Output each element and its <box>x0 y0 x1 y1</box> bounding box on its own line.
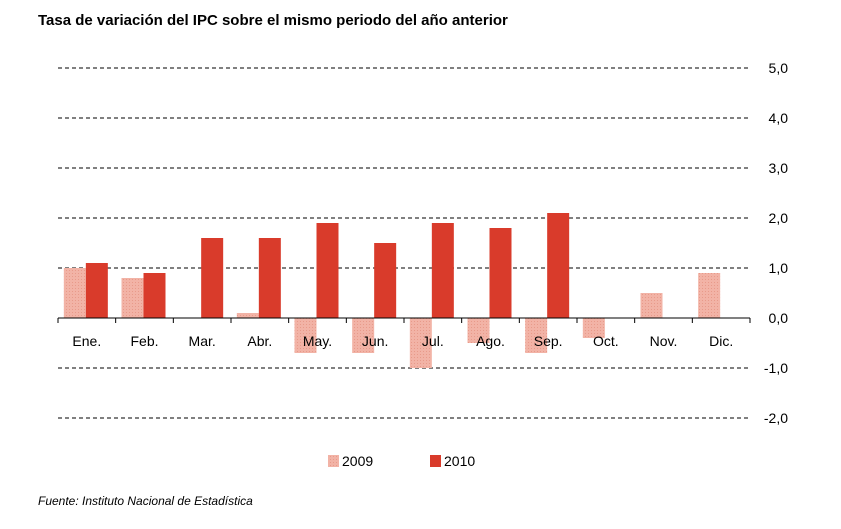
bar-2009-1 <box>121 278 144 318</box>
x-category-label: Nov. <box>650 333 678 349</box>
x-category-label: Jun. <box>362 333 388 349</box>
bar-2009-3 <box>236 313 259 318</box>
bar-2009-8 <box>525 318 548 353</box>
bar-2010-2 <box>201 238 224 318</box>
legend-label-2009: 2009 <box>342 453 373 469</box>
x-category-label: Abr. <box>247 333 272 349</box>
legend-swatch-2010 <box>430 455 441 467</box>
bar-2009-10 <box>640 293 663 318</box>
bar-2009-11 <box>698 273 721 318</box>
y-tick-label: 2,0 <box>769 210 789 226</box>
y-tick-label: 1,0 <box>769 260 789 276</box>
legend-label-2010: 2010 <box>444 453 475 469</box>
x-category-label: Sep. <box>534 333 563 349</box>
y-tick-label: -1,0 <box>764 360 788 376</box>
x-category-label: Feb. <box>130 333 158 349</box>
bar-2010-0 <box>85 263 108 318</box>
x-category-label: Jul. <box>422 333 444 349</box>
bar-2009-0 <box>63 268 86 318</box>
source-note: Fuente: Instituto Nacional de Estadístic… <box>38 494 253 508</box>
bar-2010-4 <box>316 223 339 318</box>
chart-title: Tasa de variación del IPC sobre el mismo… <box>38 12 508 29</box>
bar-2009-9 <box>582 318 605 338</box>
bar-2010-3 <box>258 238 281 318</box>
y-tick-label: 3,0 <box>769 160 789 176</box>
x-category-label: Mar. <box>189 333 216 349</box>
legend-swatch-2009 <box>328 455 339 467</box>
x-category-label: Dic. <box>709 333 733 349</box>
bar-2010-6 <box>431 223 454 318</box>
bar-2009-7 <box>467 318 490 343</box>
y-tick-label: 4,0 <box>769 110 789 126</box>
y-tick-label: 0,0 <box>769 310 789 326</box>
bar-2009-6 <box>409 318 432 368</box>
x-category-label: Ene. <box>72 333 101 349</box>
bar-2010-8 <box>547 213 570 318</box>
bar-2010-1 <box>143 273 166 318</box>
y-tick-label: 5,0 <box>769 60 789 76</box>
x-category-label: May. <box>303 333 332 349</box>
bar-2010-7 <box>489 228 512 318</box>
bar-2010-5 <box>374 243 397 318</box>
bar-2009-4 <box>294 318 317 353</box>
y-tick-label: -2,0 <box>764 410 788 426</box>
x-category-label: Oct. <box>593 333 619 349</box>
bar-2009-5 <box>352 318 375 353</box>
x-category-label: Ago. <box>476 333 505 349</box>
